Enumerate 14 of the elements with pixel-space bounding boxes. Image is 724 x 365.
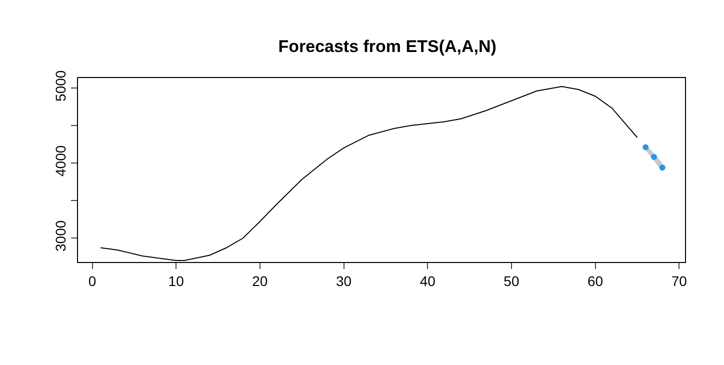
x-tick-label: 70 bbox=[671, 272, 688, 289]
point bbox=[642, 144, 649, 150]
x-tick-label: 60 bbox=[588, 272, 604, 289]
y-tick-label: 5000 bbox=[52, 70, 68, 102]
x-tick-label: 10 bbox=[168, 272, 184, 289]
point bbox=[659, 164, 666, 170]
y-tick-label: 3000 bbox=[52, 220, 68, 252]
x-tick-label: 30 bbox=[336, 272, 352, 289]
x-tick-label: 50 bbox=[504, 272, 520, 289]
x-tick-label: 40 bbox=[420, 272, 436, 289]
chart-title: Forecasts from ETS(A,A,N) bbox=[278, 37, 496, 56]
x-tick-label: 20 bbox=[252, 272, 268, 289]
y-tick-label: 4000 bbox=[52, 145, 68, 176]
x-tick-label: 0 bbox=[88, 272, 96, 289]
